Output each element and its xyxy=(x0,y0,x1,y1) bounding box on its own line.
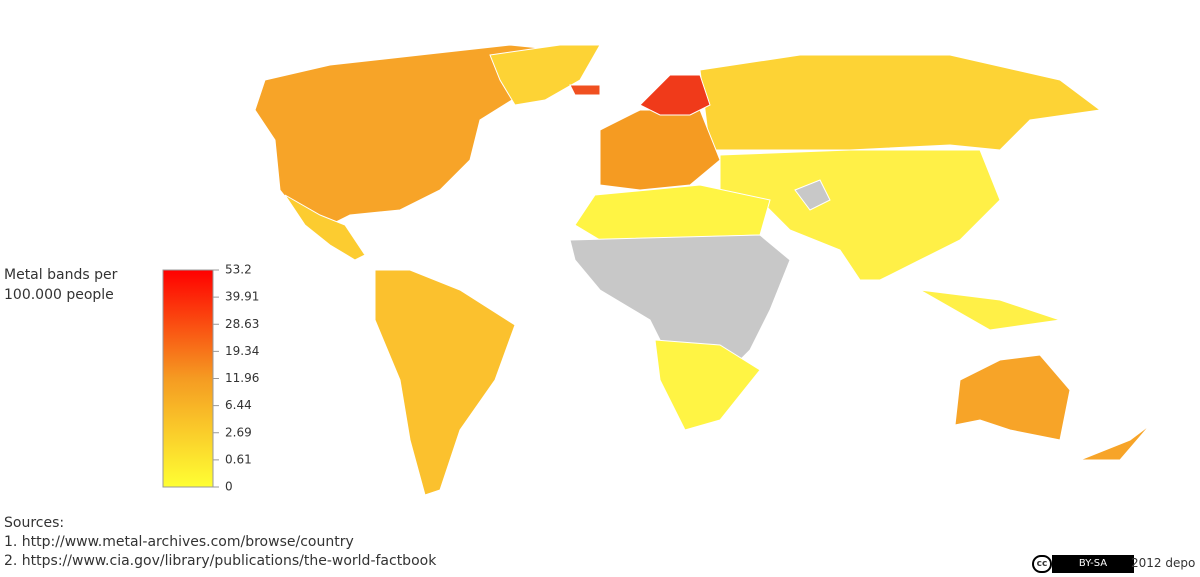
source-line: 2. https://www.cia.gov/library/publicati… xyxy=(4,553,437,569)
color-scale xyxy=(162,269,214,488)
afghanistan xyxy=(794,179,831,211)
license-badge: cc BY-SA xyxy=(1032,555,1134,573)
scale-label: 28.63 xyxy=(225,317,259,331)
scandinavia xyxy=(639,74,711,116)
sources: Sources: 1. http://www.metal-archives.co… xyxy=(4,514,436,571)
europe xyxy=(599,109,721,191)
southern-africa xyxy=(654,339,761,431)
scale-label: 6.44 xyxy=(225,398,252,412)
central-america xyxy=(284,194,366,261)
scale-label: 0.61 xyxy=(225,452,252,466)
scale-label: 0 xyxy=(225,480,233,494)
source-line: 1. http://www.metal-archives.com/browse/… xyxy=(4,534,354,550)
north-africa xyxy=(574,184,771,241)
australia xyxy=(954,354,1071,441)
north-america xyxy=(254,44,562,231)
scale-label: 2.69 xyxy=(225,425,252,439)
russia xyxy=(699,54,1102,151)
credit: 2012 depo xyxy=(1131,556,1196,570)
scale-label: 11.96 xyxy=(225,371,259,385)
license: BY-SA xyxy=(1052,555,1134,573)
new-zealand xyxy=(1079,424,1151,461)
greenland xyxy=(489,44,601,106)
iceland xyxy=(569,84,601,96)
legend-title: Metal bands per 100.000 people xyxy=(4,267,118,303)
scale-label: 19.34 xyxy=(225,344,259,358)
sources-heading: Sources: xyxy=(4,515,65,531)
license-icon: cc xyxy=(1032,555,1052,573)
south-america xyxy=(374,269,516,496)
scale-label: 39.91 xyxy=(225,290,259,304)
se-asia-islands xyxy=(919,289,1061,331)
scale-label: 53.2 xyxy=(225,263,252,277)
